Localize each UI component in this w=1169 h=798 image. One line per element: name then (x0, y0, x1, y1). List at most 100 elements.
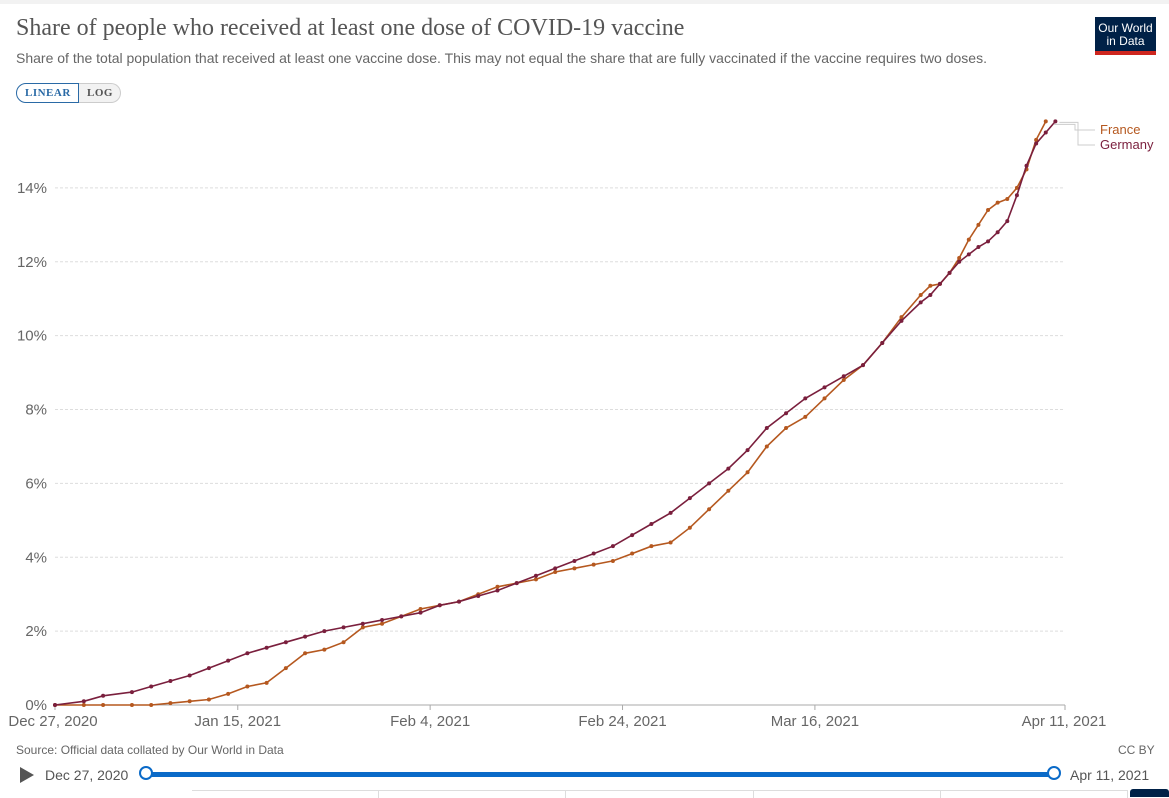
data-point-france (1034, 137, 1039, 142)
tab-slot[interactable] (379, 791, 567, 798)
linear-scale-button[interactable]: LINEAR (16, 83, 79, 103)
data-point-france (129, 703, 134, 707)
data-point-germany (53, 703, 57, 707)
data-point-france (380, 621, 385, 626)
data-point-france (687, 525, 692, 530)
data-point-germany (764, 425, 769, 430)
data-point-france (957, 256, 962, 261)
data-point-germany (630, 533, 635, 538)
data-point-germany (986, 239, 991, 244)
data-point-france (928, 283, 933, 288)
corner-tab[interactable] (1130, 789, 1169, 797)
data-point-germany (553, 566, 558, 571)
data-point-germany (957, 259, 962, 264)
x-tick-label: Feb 4, 2021 (390, 713, 470, 730)
data-point-france (649, 544, 654, 549)
timeline-end-label: Apr 11, 2021 (1070, 767, 1150, 783)
data-point-france (841, 377, 846, 382)
data-point-germany (514, 581, 519, 586)
data-point-germany (976, 244, 981, 249)
data-point-germany (880, 341, 885, 346)
data-point-france (101, 703, 106, 707)
data-point-france (591, 562, 596, 567)
logo-line-1: Our World (1098, 21, 1153, 35)
data-point-france (81, 703, 86, 707)
data-point-france (726, 488, 731, 493)
y-tick-label: 12% (17, 254, 47, 271)
y-tick-label: 4% (25, 549, 47, 566)
data-point-germany (1034, 141, 1039, 146)
data-point-germany (476, 594, 481, 599)
data-point-germany (322, 629, 327, 634)
x-tick-label: Dec 27, 2020 (8, 713, 97, 730)
data-point-france (553, 570, 558, 575)
data-point-germany (928, 292, 933, 297)
legend-connector-france (1053, 123, 1095, 131)
top-border (0, 0, 1169, 4)
data-point-germany (245, 651, 250, 656)
license-link[interactable]: CC BY (1118, 743, 1155, 757)
legend-label-france: France (1100, 122, 1140, 137)
log-scale-button[interactable]: LOG (79, 83, 121, 103)
data-point-germany (861, 363, 865, 368)
data-point-germany (841, 374, 846, 379)
data-point-germany (899, 318, 904, 323)
data-point-france (187, 699, 192, 704)
data-point-france (418, 606, 423, 611)
data-point-france (283, 666, 288, 671)
data-point-germany (399, 614, 404, 619)
data-point-germany (966, 252, 971, 257)
data-point-germany (918, 300, 923, 305)
data-point-france (784, 425, 789, 430)
series-line-germany (54, 120, 1057, 706)
chart-title: Share of people who received at least on… (16, 15, 685, 41)
data-point-germany (1053, 119, 1058, 124)
legend-connector-germany (1059, 121, 1095, 146)
data-point-germany (81, 699, 86, 704)
source-note[interactable]: Source: Official data collated by Our Wo… (16, 743, 284, 757)
owid-logo[interactable]: Our World in Data (1095, 17, 1156, 55)
play-icon[interactable] (20, 767, 34, 783)
data-point-germany (803, 396, 808, 401)
timeline: Dec 27, 2020 Apr 11, 2021 (0, 760, 1169, 790)
x-tick-label: Feb 24, 2021 (578, 713, 666, 730)
data-point-germany (149, 684, 154, 689)
x-tick-label: Jan 15, 2021 (194, 713, 281, 730)
data-point-germany (1024, 163, 1029, 168)
data-point-germany (610, 544, 615, 549)
data-point-france (803, 414, 808, 419)
data-point-germany (380, 618, 385, 623)
data-point-germany (360, 621, 365, 626)
tab-slot[interactable] (566, 791, 754, 798)
data-point-germany (687, 496, 692, 501)
timeline-track[interactable] (146, 772, 1054, 777)
x-tick-label: Mar 16, 2021 (771, 713, 859, 730)
data-point-france (899, 315, 904, 320)
data-point-france (976, 222, 981, 227)
data-point-france (995, 200, 1000, 205)
y-tick-label: 2% (25, 623, 47, 640)
tab-slot[interactable] (192, 791, 380, 798)
timeline-start-label: Dec 27, 2020 (45, 767, 129, 783)
tab-slot[interactable] (754, 791, 941, 798)
data-point-germany (264, 645, 269, 650)
data-point-germany (418, 610, 423, 615)
timeline-end-handle[interactable] (1047, 766, 1061, 780)
data-point-france (533, 577, 538, 582)
y-tick-label: 8% (25, 402, 47, 419)
y-tick-label: 10% (17, 328, 47, 345)
data-point-france (360, 625, 365, 630)
tab-slot[interactable] (941, 791, 1129, 798)
scale-toggle: LINEAR LOG (16, 83, 121, 103)
data-point-france (764, 444, 769, 449)
data-point-france (495, 584, 500, 589)
data-point-france (245, 684, 250, 689)
data-point-france (303, 651, 308, 656)
data-point-france (668, 540, 673, 545)
timeline-start-handle[interactable] (139, 766, 153, 780)
data-point-germany (101, 693, 106, 698)
data-point-france (610, 558, 615, 563)
legend-label-germany: Germany (1100, 137, 1154, 152)
data-point-germany (283, 640, 288, 645)
data-point-germany (591, 551, 596, 556)
